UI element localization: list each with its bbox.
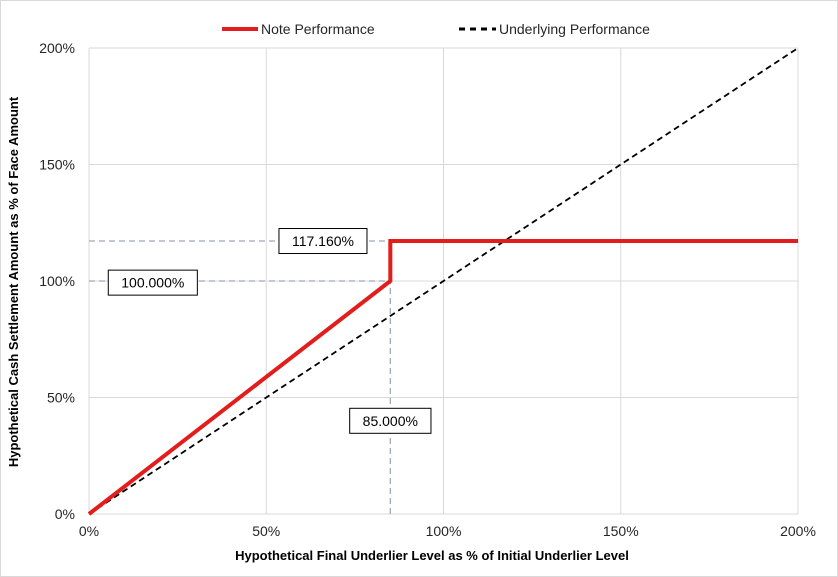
- callout-box: [278, 228, 368, 255]
- x-tick-label: 150%: [603, 523, 639, 539]
- callout-box: [107, 269, 198, 296]
- x-tick-labels: 0% 50% 100% 150% 200%: [79, 523, 816, 539]
- x-axis-title: Hypothetical Final Underlier Level as % …: [235, 548, 629, 563]
- callout-117-160: 117.160%: [278, 228, 368, 255]
- series-line-underlying-performance: [88, 47, 799, 515]
- x-tick-label: 100%: [426, 523, 462, 539]
- y-tick-label: 100%: [39, 273, 75, 289]
- callout-85-000: 85.000%: [349, 407, 432, 434]
- y-tick-labels: 0% 50% 100% 150% 200%: [39, 40, 75, 522]
- callout-text: 85.000%: [363, 413, 418, 429]
- callout-text: 100.000%: [121, 275, 184, 291]
- series-line-note-performance: [87, 239, 798, 516]
- legend: Note Performance Underlying Performance: [222, 21, 650, 37]
- x-tick-label: 0%: [79, 523, 99, 539]
- callout-100-000: 100.000%: [107, 269, 198, 296]
- legend-label-underlying-performance: Underlying Performance: [499, 21, 650, 37]
- series-lines: [87, 47, 799, 516]
- y-tick-label: 50%: [47, 390, 75, 406]
- y-tick-label: 150%: [39, 157, 75, 173]
- callout-text: 117.160%: [292, 233, 354, 249]
- y-tick-label: 0%: [55, 506, 75, 522]
- y-axis-title: Hypothetical Cash Settlement Amount as %…: [6, 96, 21, 467]
- callout-box: [349, 407, 432, 434]
- x-tick-label: 200%: [780, 523, 816, 539]
- x-tick-label: 50%: [252, 523, 280, 539]
- callout-labels: 117.160% 100.000% 85.000%: [107, 228, 432, 434]
- y-tick-label: 200%: [39, 40, 75, 56]
- legend-label-note-performance: Note Performance: [261, 21, 375, 37]
